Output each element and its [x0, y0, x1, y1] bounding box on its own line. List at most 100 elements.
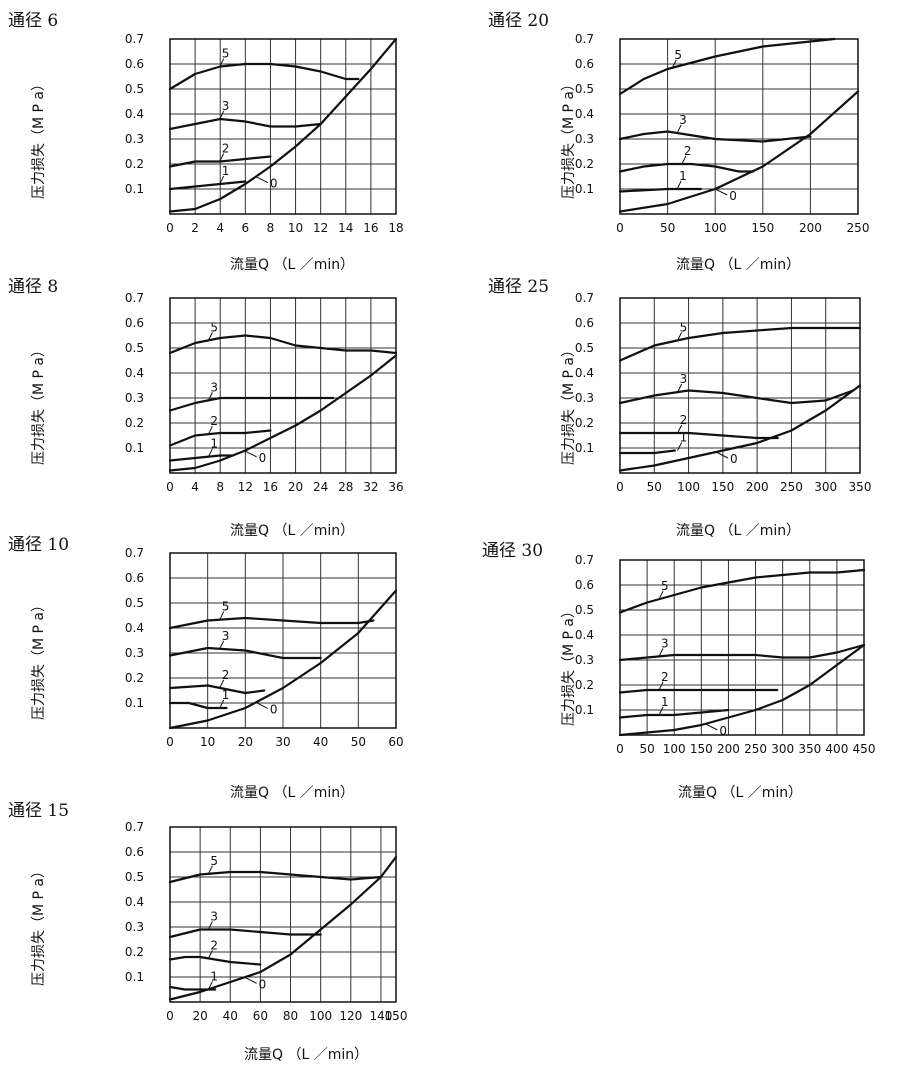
series-leader-5 [671, 59, 677, 68]
series-leader-0 [244, 976, 257, 984]
chart-plot: 0 4 8 12 16 20 24 28 32 360.10.20.30.40.50.60.753… [125, 291, 404, 494]
plot-frame [169, 552, 397, 729]
y-tick-label: 0.2 [575, 678, 594, 692]
y-tick-label: 0.7 [125, 32, 144, 46]
x-axis-label: 流量Q （L ／min） [230, 523, 355, 539]
series-leader-3 [219, 110, 225, 120]
chart-title: 通径 15 [8, 801, 70, 821]
x-tick-label: 450 [853, 742, 876, 756]
series-line-3 [168, 396, 335, 412]
series-label-3: 3 [661, 636, 669, 650]
series-line-1 [168, 701, 228, 710]
x-tick-label: 28 [338, 480, 353, 494]
x-tick-label: 100 [309, 1009, 332, 1023]
series-label-5: 5 [680, 320, 688, 334]
x-tick-label: 150 [751, 221, 774, 235]
series-line-3 [168, 646, 322, 660]
chart-panel-dn20: 通径 20 压力损失（M P a） 0 50 100 150 200 250 0.1 0.2 0… [488, 6, 913, 273]
y-tick-label: 0.4 [125, 895, 144, 909]
x-tick-label: 100 [704, 221, 727, 235]
series-line-0 [168, 354, 398, 472]
x-axis-label: 流量Q （L ／min） [230, 257, 355, 273]
series-line-0 [168, 589, 398, 730]
y-tick-label: 0.5 [125, 596, 144, 610]
series-line-5 [618, 326, 862, 362]
series-leader-0 [714, 188, 728, 196]
x-tick-label: 0 [616, 480, 624, 494]
series-leader-3 [676, 124, 682, 134]
series-label-5: 5 [674, 48, 682, 62]
y-tick-label: 0.7 [575, 32, 594, 46]
y-tick-label: 0.6 [575, 57, 594, 71]
y-tick-label: 0.4 [575, 107, 594, 121]
x-tick-label: 16 [263, 480, 278, 494]
y-tick-label: 0.7 [575, 291, 594, 305]
series-leader-1 [219, 699, 225, 709]
x-tick-label: 350 [849, 480, 872, 494]
chart-title: 通径 8 [8, 277, 59, 297]
series-label-3: 3 [680, 372, 688, 386]
series-label-1: 1 [210, 437, 218, 451]
series-leader-3 [207, 921, 213, 930]
x-tick-label: 200 [799, 221, 822, 235]
series-leader-1 [207, 448, 213, 457]
x-tick-label: 60 [388, 735, 403, 749]
series-line-3 [168, 928, 322, 939]
series-leader-5 [207, 865, 213, 875]
x-tick-label: 24 [313, 480, 328, 494]
y-tick-label: 0.6 [125, 571, 144, 585]
grid [169, 297, 397, 473]
y-tick-label: 0.5 [575, 82, 594, 96]
series-line-5 [168, 62, 360, 91]
x-tick-label: 0 [166, 221, 174, 235]
series-label-3: 3 [222, 99, 230, 113]
series-line-5 [168, 870, 382, 884]
y-tick-label: 0.1 [575, 441, 594, 455]
series-leader-3 [658, 648, 664, 657]
series-leader-2 [681, 155, 687, 165]
series-label-5: 5 [222, 47, 230, 61]
series-label-0: 0 [270, 702, 278, 716]
series-leader-5 [219, 58, 225, 67]
y-tick-label: 0.1 [575, 182, 594, 196]
y-tick-label: 0.6 [125, 316, 144, 330]
series-label-2: 2 [222, 668, 230, 682]
x-tick-label: 8 [267, 221, 275, 235]
series-label-2: 2 [684, 144, 692, 158]
y-tick-label: 0.5 [575, 341, 594, 355]
y-tick-label: 0.3 [575, 391, 594, 405]
series-line-1 [618, 187, 702, 193]
chart-panel-dn8: 通径 8 压力损失（M P a） 0 4 8 12 16 20 24 28 32 36 0.1 0.2… [8, 272, 448, 539]
series-leader-3 [677, 383, 683, 393]
y-tick-label: 0.1 [125, 182, 144, 196]
series-label-3: 3 [222, 629, 230, 643]
y-tick-label: 0.2 [125, 157, 144, 171]
chart-panel-dn10: 通径 10 压力损失（M P a） 0 10 20 30 40 50 60 0.1 0.2 0.3… [8, 530, 448, 801]
chart-plot: 0 50 100 150 200 250 0.1 0.2 0.3 0.4 0.5 0.6 0.7 5 3 2 1… [575, 32, 870, 235]
plot-frame [169, 826, 397, 1003]
series-line-3 [618, 643, 866, 662]
x-tick-label: 30 [275, 735, 290, 749]
series-leader-5 [207, 332, 213, 341]
y-tick-label: 0.5 [125, 870, 144, 884]
chart-title: 通径 30 [482, 541, 544, 561]
y-tick-label: 0.6 [575, 578, 594, 592]
y-tick-label: 0.6 [125, 57, 144, 71]
y-tick-label: 0.4 [575, 366, 594, 380]
series-label-1: 1 [210, 970, 218, 984]
x-axis-label: 流量Q （L ／min） [676, 523, 801, 539]
x-tick-label: 0 [616, 742, 624, 756]
x-tick-label: 36 [388, 480, 403, 494]
grid [619, 559, 865, 735]
x-tick-label: 250 [847, 221, 870, 235]
y-tick-label: 0.1 [125, 441, 144, 455]
series-leader-2 [207, 425, 213, 435]
x-tick-label: 8 [216, 480, 224, 494]
grid [619, 38, 859, 214]
x-tick-label: 0 [166, 735, 174, 749]
series-line-1 [168, 180, 247, 191]
series-leader-3 [219, 640, 225, 650]
x-axis-label: 流量Q （L ／min） [230, 785, 355, 801]
series-line-2 [168, 955, 262, 966]
